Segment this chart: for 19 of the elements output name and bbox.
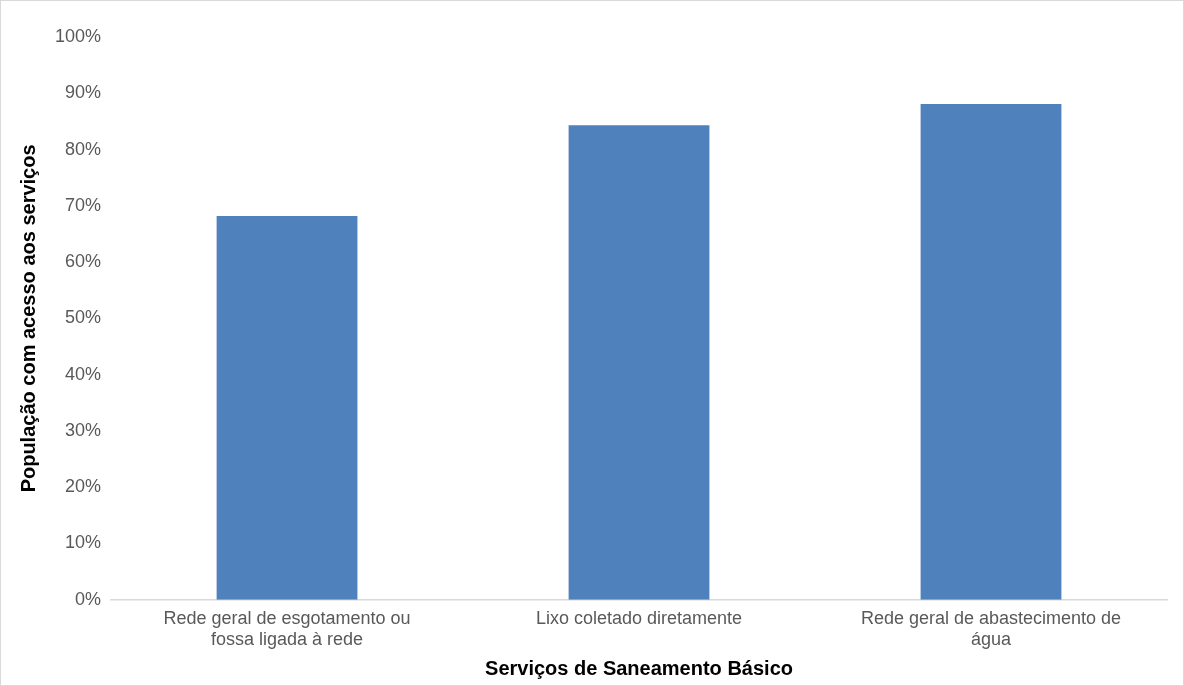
y-tick-label: 90% [65, 82, 102, 103]
y-tick-label: 30% [65, 419, 102, 440]
y-tick-label: 10% [65, 532, 102, 553]
bar [568, 125, 710, 600]
y-tick-label: 60% [65, 251, 102, 272]
bar [216, 215, 358, 600]
y-tick-label: 80% [65, 138, 102, 159]
y-tick-label: 70% [65, 194, 102, 215]
y-axis-title: População com acesso aos serviços [16, 144, 39, 493]
bar [920, 103, 1062, 600]
x-tick-label: Rede geral de abastecimento de água [860, 607, 1122, 650]
x-tick-label: Lixo coletado diretamente [535, 607, 743, 628]
y-tick-label: 50% [65, 307, 102, 328]
y-tick-label: 100% [54, 25, 102, 46]
x-tick-label: Rede geral de esgotamento ou fossa ligada à rede [163, 607, 411, 650]
x-axis-title: Serviços de Saneamento Básico [485, 656, 793, 679]
y-tick-label: 20% [65, 476, 102, 497]
y-tick-label: 0% [75, 588, 102, 609]
y-tick-label: 40% [65, 363, 102, 384]
